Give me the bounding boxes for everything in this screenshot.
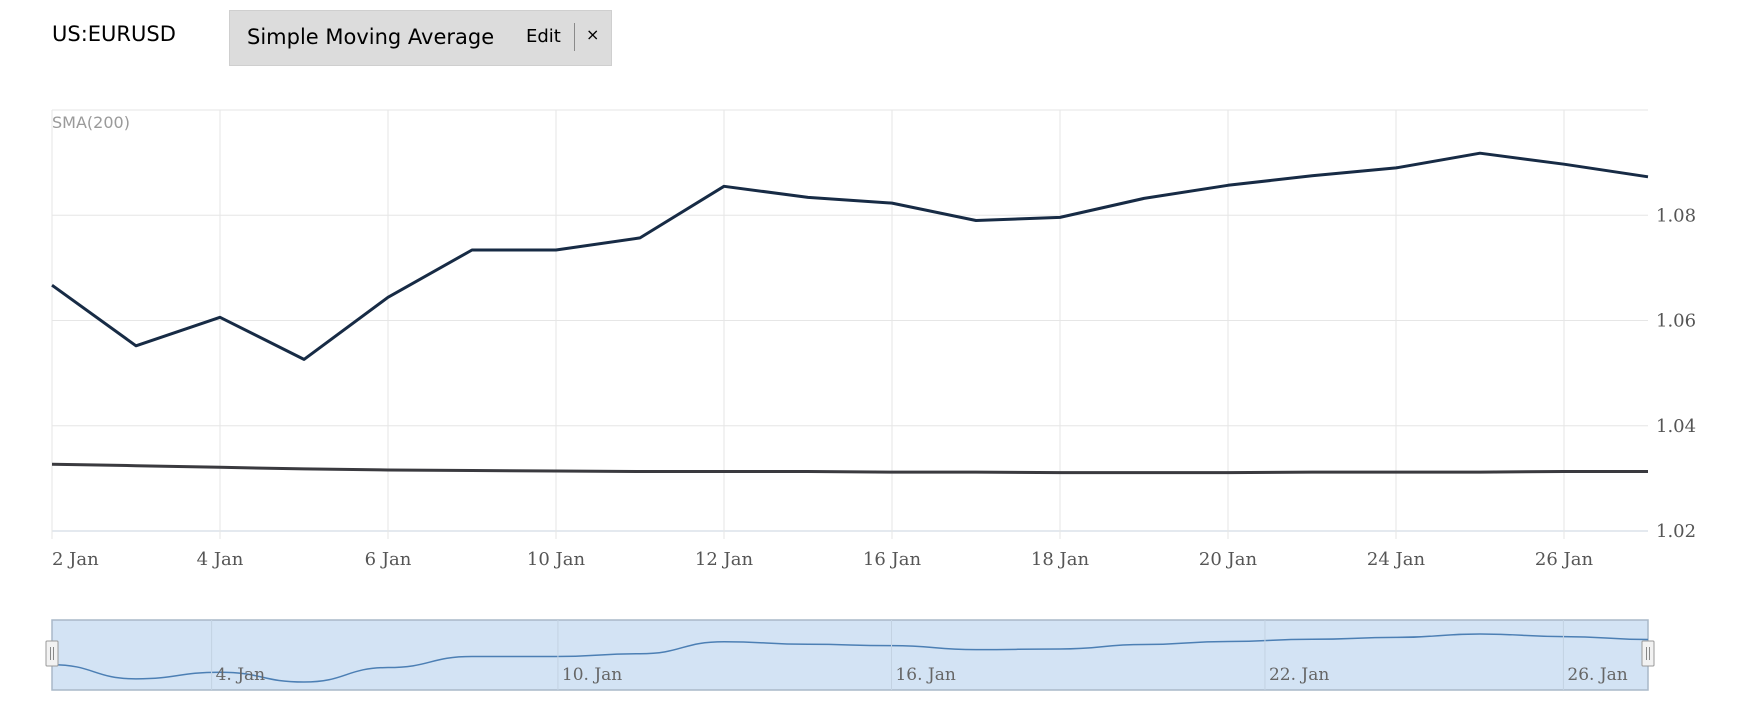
x-tick-label: 4 Jan [197,549,244,570]
y-tick-label: 1.02 [1656,521,1696,542]
navigator-range[interactable] [52,620,1648,690]
navigator-tick-label: 26. Jan [1567,665,1627,685]
series-layer [52,153,1648,472]
navigator-tick-label: 16. Jan [895,665,955,685]
x-axis: 2 Jan 4 Jan 6 Jan 10 Jan 12 Jan 16 Jan 18 Jan 2… [52,549,1593,570]
x-tick-label: 16 Jan [863,549,922,570]
grid [52,110,1648,539]
series-line-1 [52,153,1648,359]
y-tick-label: 1.04 [1656,416,1696,437]
x-tick-label: 26 Jan [1535,549,1594,570]
x-tick-label: 20 Jan [1199,549,1258,570]
x-tick-label: 24 Jan [1367,549,1426,570]
y-tick-label: 1.08 [1656,205,1696,226]
y-axis: 1.08 1.06 1.04 1.02 [1656,205,1696,542]
navigator-tick-label: 10. Jan [562,665,622,685]
navigator-handle-right[interactable] [1642,641,1654,666]
x-tick-label: 2 Jan [52,549,99,570]
x-tick-label: 18 Jan [1031,549,1090,570]
y-tick-label: 1.06 [1656,311,1696,332]
x-tick-label: 12 Jan [695,549,754,570]
navigator-tick-label: 22. Jan [1269,665,1329,685]
navigator-handle-left[interactable] [46,641,58,666]
navigator-tick-label: 4. Jan [216,665,266,685]
navigator[interactable]: 4. Jan 10. Jan 16. Jan 22. Jan 26. Jan [46,620,1654,690]
x-tick-label: 6 Jan [365,549,412,570]
series-line-2 [52,464,1648,472]
x-tick-label: 10 Jan [527,549,586,570]
panel-label: SMA(200) [52,113,130,132]
